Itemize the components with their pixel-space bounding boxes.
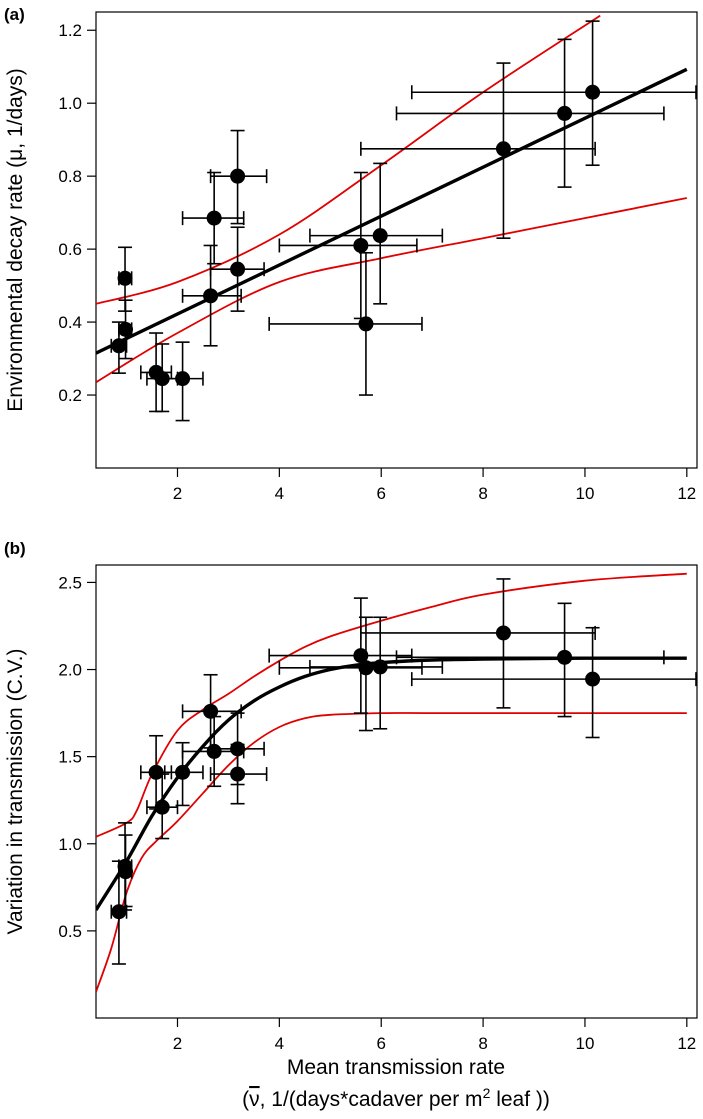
fit-lines: [96, 572, 687, 993]
data-point: [118, 864, 134, 880]
data-point: [358, 316, 374, 332]
y-tick-label: 0.6: [58, 240, 82, 259]
data-point: [372, 659, 388, 675]
panel-label: (b): [4, 539, 26, 558]
data-point: [495, 625, 511, 641]
data-point: [206, 743, 222, 759]
data-point: [353, 648, 369, 664]
data-point: [175, 764, 191, 780]
x-tick-label: 4: [275, 1034, 284, 1053]
ci-lower-line: [96, 197, 687, 384]
x-tick-label: 8: [478, 1034, 487, 1053]
panel-b: (b) 2 4 6 8 10 12 0.5 1.0 1.5 2.0 2.5 Variation in t…: [4, 539, 698, 1053]
plot-frame: [95, 564, 698, 1019]
error-bar: [360, 62, 596, 239]
x-tick-label: 4: [275, 484, 284, 503]
error-bar: [268, 597, 413, 714]
y-axis-title: Variation in transmission (C.V.): [4, 649, 27, 935]
y-tick-label: 1.5: [58, 748, 82, 767]
data-point: [585, 84, 601, 100]
y-tick-label: 2.5: [58, 573, 82, 592]
y-tick-label: 1.2: [58, 21, 82, 40]
x-axis-title-line2: (ν, 1/(days*cadaver per m2 leaf )): [242, 1085, 550, 1111]
fit-lines: [96, 14, 688, 384]
data-points: [110, 578, 697, 965]
y-tick-label: 0.8: [58, 167, 82, 186]
fit-line: [96, 67, 688, 355]
error-bar: [410, 626, 697, 739]
y-tick-label: 0.5: [58, 922, 82, 941]
x-tick-label: 12: [677, 484, 696, 503]
x-tick-label: 2: [173, 484, 182, 503]
data-point: [111, 904, 127, 920]
nu-bar-symbol: ν: [249, 1088, 260, 1111]
x-tick-label: 12: [677, 1034, 696, 1053]
data-point: [118, 321, 134, 337]
data-point: [230, 261, 246, 277]
data-point: [230, 741, 246, 757]
data-point: [111, 338, 127, 354]
data-point: [117, 270, 133, 286]
error-bar: [360, 578, 596, 709]
error-bar: [209, 712, 265, 786]
ci-lower-line: [96, 712, 687, 993]
x-tick-label: 6: [376, 1034, 385, 1053]
data-point: [203, 703, 219, 719]
data-point: [585, 671, 601, 687]
x-tick-label: 10: [575, 1034, 594, 1053]
data-point: [557, 105, 573, 121]
panel-a: (a) 2 4 6 8 10 12 0.2 0.4 0.6 0.8 1.0 1.2 Environment…: [4, 5, 698, 503]
x-tick-label: 2: [173, 1034, 182, 1053]
x-tick-label: 10: [575, 484, 594, 503]
y-tick-label: 1.0: [58, 94, 82, 113]
y-tick-label: 0.4: [58, 313, 82, 332]
data-point: [203, 288, 219, 304]
x-tick-label: 8: [478, 484, 487, 503]
panel-label: (a): [4, 5, 25, 24]
data-point: [175, 371, 191, 387]
data-point: [353, 237, 369, 253]
fit-line: [96, 656, 687, 911]
x-tick-label: 6: [376, 484, 385, 503]
y-tick-label: 2.0: [58, 661, 82, 680]
y-tick-label: 0.2: [58, 386, 82, 405]
error-bar: [410, 20, 697, 167]
data-points: [110, 20, 697, 422]
x-axis-title-line1: Mean transmission rate: [287, 1056, 505, 1079]
y-axis-title: Environmental decay rate (μ, 1/days): [4, 68, 27, 412]
data-point: [148, 764, 164, 780]
data-point: [230, 168, 246, 184]
error-bar: [268, 251, 423, 396]
plot-frame: [95, 11, 698, 469]
data-point: [372, 228, 388, 244]
error-bar: [278, 171, 418, 320]
y-tick-label: 1.0: [58, 835, 82, 854]
ci-upper-line: [96, 572, 687, 838]
data-point: [557, 649, 573, 665]
data-point: [154, 371, 170, 387]
data-point: [206, 210, 222, 226]
data-point: [154, 799, 170, 815]
ci-upper-line: [96, 14, 601, 305]
x-axis-title: Mean transmission rate (ν, 1/(days*cadav…: [242, 1056, 550, 1111]
data-point: [495, 141, 511, 157]
data-point: [358, 660, 374, 676]
